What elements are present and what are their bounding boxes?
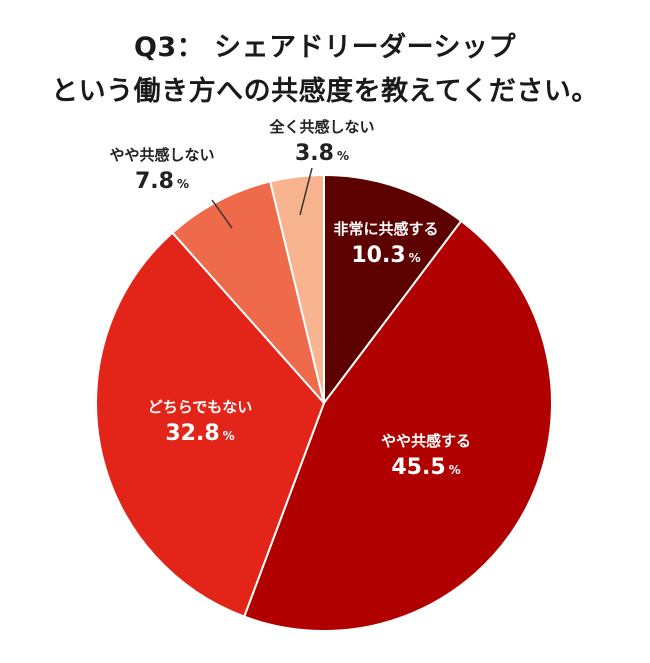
slice-label-value: 45.5%	[391, 455, 460, 480]
slice-label-very-agree: 非常に共感する 10.3%	[333, 220, 438, 268]
slice-label-somewhat-agree: やや共感する 45.5%	[381, 432, 471, 480]
slice-labels: 非常に共感する 10.3 % やや共感する 45.5 % どちらでもない 32.8 % やや共感し…	[109, 118, 471, 480]
slice-label-name: やや共感しない	[109, 146, 214, 164]
chart-title: Q3： シェアドリーダーシップ という働き方への共感度を教えてください。	[0, 26, 650, 114]
pie-slice-somewhat-disagree	[170, 180, 325, 404]
pie-slice-strongly-disagree	[268, 173, 325, 404]
slice-label-name: 非常に共感する	[333, 220, 438, 238]
slice-label-name: やや共感する	[381, 432, 471, 450]
slice-label-strongly-disagree: 全く共感しない 3.8%	[268, 118, 374, 166]
slice-label-name: どちらでもない	[148, 398, 253, 416]
pie-slice-somewhat-agree	[242, 219, 553, 632]
leader-line-somewhat-disagree	[211, 199, 233, 229]
slice-label-name: 全く共感しない	[268, 118, 374, 136]
slice-label-value: 10.3%	[351, 243, 420, 268]
slice-label-value: 7.8%	[135, 169, 189, 194]
leader-lines	[211, 167, 313, 229]
pie-slice-neutral	[95, 231, 326, 618]
pie-slices	[95, 173, 553, 632]
slice-label-value: 3.8%	[295, 141, 349, 166]
slice-label-somewhat-disagree: やや共感しない 7.8%	[109, 146, 214, 194]
leader-line-strongly-disagree	[299, 167, 313, 216]
chart-title-line-1: Q3： シェアドリーダーシップ	[133, 32, 517, 63]
chart-title-line-2: という働き方への共感度を教えてください。	[51, 76, 599, 107]
slice-label-neutral: どちらでもない 32.8%	[148, 398, 253, 446]
slice-label-value: 32.8%	[165, 421, 234, 446]
pie-slice-very-agree	[323, 173, 463, 406]
